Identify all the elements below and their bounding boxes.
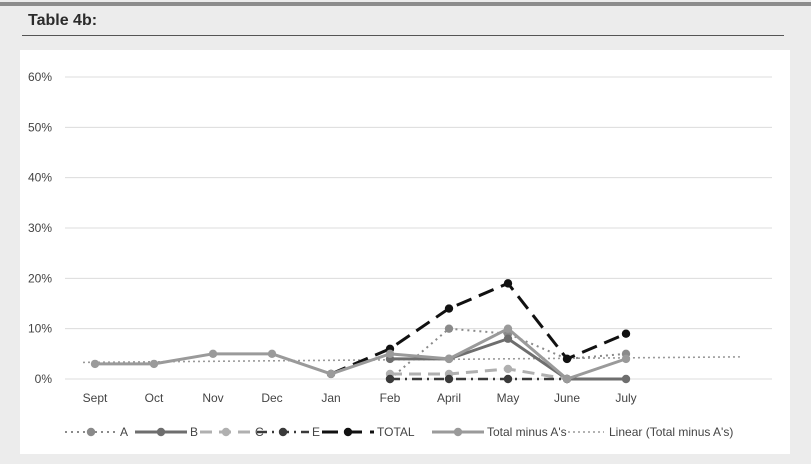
legend-swatch-marker xyxy=(453,427,463,437)
x-tick-label: June xyxy=(554,391,580,405)
x-tick-label: April xyxy=(437,391,461,405)
chart-panel: 0% 10% 20% 30% 40% 50% 60% Sept Oct Nov Dec Jan Feb… xyxy=(20,50,790,454)
data-point xyxy=(621,374,631,384)
series-e xyxy=(385,374,572,384)
legend-swatch-marker xyxy=(156,427,166,437)
series-a xyxy=(385,324,631,384)
legend-item-b: B xyxy=(135,425,198,439)
y-tick-label: 40% xyxy=(28,171,52,185)
x-tick-label: Jan xyxy=(321,391,340,405)
top-rule xyxy=(0,2,811,6)
legend-label: B xyxy=(190,425,198,439)
x-tick-label: Sept xyxy=(83,391,108,405)
legend-item-c: C xyxy=(200,425,264,439)
data-point xyxy=(503,279,513,288)
page-title: Table 4b: xyxy=(28,12,98,29)
legend-swatch-marker xyxy=(278,427,288,437)
series-total-minus-a-s xyxy=(90,324,631,384)
data-point xyxy=(326,369,336,379)
legend-swatch-marker xyxy=(221,427,231,437)
legend-label: TOTAL xyxy=(377,425,415,439)
x-tick-label: Nov xyxy=(202,391,223,405)
title-divider xyxy=(22,35,784,36)
x-axis-ticks: Sept Oct Nov Dec Jan Feb April May June July xyxy=(83,391,637,405)
series-line xyxy=(330,281,627,376)
legend-item-total: TOTAL xyxy=(322,425,415,439)
data-point xyxy=(90,359,100,369)
gridlines xyxy=(65,76,772,380)
data-point xyxy=(562,354,572,364)
data-point xyxy=(503,334,513,343)
data-point xyxy=(503,324,513,333)
series-c xyxy=(385,364,572,384)
y-tick-label: 20% xyxy=(28,271,52,285)
data-point xyxy=(385,349,395,359)
y-tick-label: 30% xyxy=(28,221,52,235)
series-layer xyxy=(90,279,631,384)
series-line xyxy=(95,327,627,381)
legend-label: A xyxy=(120,425,128,439)
y-tick-label: 50% xyxy=(28,120,52,134)
data-point xyxy=(562,374,572,384)
legend-item-a: A xyxy=(65,425,128,439)
x-tick-label: Oct xyxy=(145,391,164,405)
legend-item-e: E xyxy=(257,425,320,439)
data-point xyxy=(503,374,513,384)
data-point xyxy=(444,354,454,364)
y-axis-ticks: 0% 10% 20% 30% 40% 50% 60% xyxy=(28,70,52,386)
data-point xyxy=(444,374,454,384)
legend: A BC E TOTAL Total minus A's Linear (Total mi… xyxy=(65,425,733,439)
data-point xyxy=(149,359,159,369)
data-point xyxy=(621,329,631,338)
data-point xyxy=(444,304,454,313)
x-tick-label: Feb xyxy=(380,391,401,405)
legend-label: Total minus A's xyxy=(487,425,567,439)
legend-swatch-marker xyxy=(86,427,96,437)
data-point xyxy=(385,374,395,384)
y-tick-label: 0% xyxy=(35,372,53,386)
y-tick-label: 60% xyxy=(28,70,52,84)
y-tick-label: 10% xyxy=(28,322,52,336)
x-tick-label: July xyxy=(615,391,636,405)
data-point xyxy=(444,324,454,333)
data-point xyxy=(621,354,631,364)
legend-item-total-minus-a-s: Total minus A's xyxy=(432,425,567,439)
legend-swatch-marker xyxy=(343,427,353,437)
line-chart: 0% 10% 20% 30% 40% 50% 60% Sept Oct Nov Dec Jan Feb… xyxy=(28,70,772,439)
series-line xyxy=(390,367,568,381)
legend-item-linear-total-minus-as: Linear (Total minus A's) xyxy=(568,425,733,439)
data-point xyxy=(503,364,513,374)
legend-label: E xyxy=(312,425,320,439)
x-tick-label: Dec xyxy=(261,391,282,405)
legend-label: Linear (Total minus A's) xyxy=(609,425,733,439)
data-point xyxy=(208,349,218,359)
data-point xyxy=(267,349,277,359)
x-tick-label: May xyxy=(497,391,520,405)
